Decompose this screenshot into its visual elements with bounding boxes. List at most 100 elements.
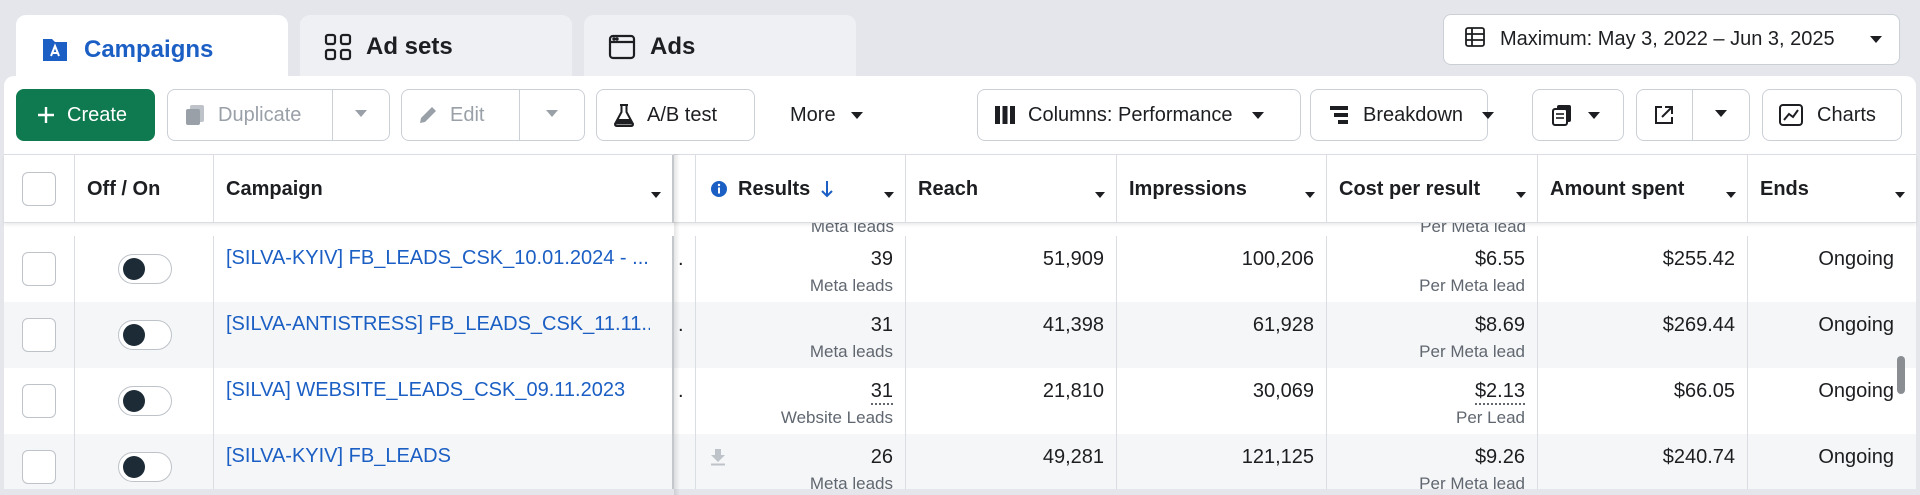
peek-cost-sub: Per Meta lead xyxy=(1420,223,1526,236)
header-impressions[interactable]: Impressions xyxy=(1117,155,1327,223)
ad-window-icon xyxy=(608,33,636,61)
tab-campaigns[interactable]: Campaigns xyxy=(16,15,288,85)
table-row[interactable]: [SILVA-KYIV] FB_LEADS 26 Meta leads 49,28… xyxy=(4,434,1916,495)
campaign-toggle[interactable] xyxy=(118,320,172,350)
charts-label: Charts xyxy=(1817,103,1876,126)
vertical-scrollbar[interactable] xyxy=(1897,356,1905,394)
chevron-down-icon xyxy=(883,183,895,206)
duplicate-label: Duplicate xyxy=(218,103,302,126)
reports-button[interactable] xyxy=(1532,89,1624,141)
results-sub: Website Leads xyxy=(780,408,893,427)
cost-value: $6.55 xyxy=(1474,248,1525,270)
columns-icon xyxy=(994,105,1016,125)
select-all-checkbox[interactable] xyxy=(22,172,56,206)
header-amount-spent-label: Amount spent xyxy=(1550,177,1685,200)
toolbar: Create Duplicate Edit A/B test More xyxy=(4,76,1916,154)
table-row[interactable]: [SILVA-KYIV] FB_LEADS_CSK_10.01.2024 - .… xyxy=(4,236,1916,302)
reports-icon xyxy=(1551,104,1573,126)
tab-ad-sets[interactable]: Ad sets xyxy=(300,15,572,79)
export-button[interactable] xyxy=(1637,90,1693,140)
row-checkbox[interactable] xyxy=(22,384,56,418)
campaign-toggle[interactable] xyxy=(118,452,172,482)
cost-value: $9.26 xyxy=(1474,446,1525,468)
beaker-icon xyxy=(613,103,635,127)
edit-split-button: Edit xyxy=(401,89,585,141)
header-amount-spent[interactable]: Amount spent xyxy=(1538,155,1748,223)
results-sub: Meta leads xyxy=(809,276,893,295)
calendar-table-icon xyxy=(1464,26,1486,54)
impressions-value: 100,206 xyxy=(1241,248,1314,270)
pencil-icon xyxy=(418,105,438,125)
cost-sub: Per Meta lead xyxy=(1419,342,1525,361)
bottom-edge xyxy=(0,489,1920,495)
campaign-toggle[interactable] xyxy=(118,386,172,416)
duplicate-dropdown[interactable] xyxy=(333,90,389,140)
reach-value: 41,398 xyxy=(1042,314,1104,336)
download-icon[interactable] xyxy=(710,448,726,466)
ends-value: Ongoing xyxy=(1818,446,1894,468)
columns-label: Columns: Performance xyxy=(1028,103,1233,126)
chevron-down-icon xyxy=(1869,28,1883,51)
ends-value: Ongoing xyxy=(1818,248,1894,270)
campaign-toggle[interactable] xyxy=(118,254,172,284)
spent-value: $240.74 xyxy=(1662,446,1735,468)
create-button[interactable]: Create xyxy=(16,89,155,141)
header-ends[interactable]: Ends xyxy=(1748,155,1916,223)
cost-value: $8.69 xyxy=(1474,314,1525,336)
duplicate-icon xyxy=(184,104,206,126)
reach-value: 51,909 xyxy=(1042,248,1104,270)
header-results[interactable]: Results xyxy=(696,155,906,223)
duplicate-button[interactable]: Duplicate xyxy=(168,90,333,140)
table-row[interactable]: [SILVA] WEBSITE_LEADS_CSK_09.11.2023 . 3… xyxy=(4,368,1916,434)
header-reach[interactable]: Reach xyxy=(906,155,1117,223)
chart-line-icon xyxy=(1779,104,1803,126)
chevron-down-icon xyxy=(1725,183,1737,206)
chevron-down-icon xyxy=(1481,104,1495,127)
export-split-button xyxy=(1636,89,1750,141)
tab-ads[interactable]: Ads xyxy=(584,15,856,79)
campaign-name-link[interactable]: [SILVA-KYIV] FB_LEADS_CSK_10.01.2024 - .… xyxy=(226,247,649,269)
edit-button[interactable]: Edit xyxy=(402,90,520,140)
results-sub: Meta leads xyxy=(809,342,893,361)
tab-ads-label: Ads xyxy=(650,33,696,60)
header-off-on[interactable]: Off / On xyxy=(75,155,214,223)
cost-sub: Per Lead xyxy=(1456,408,1525,427)
charts-button[interactable]: Charts xyxy=(1762,89,1902,141)
row-checkbox[interactable] xyxy=(22,450,56,484)
chevron-down-icon xyxy=(1515,183,1527,206)
date-range-label: Maximum: May 3, 2022 – Jun 3, 2025 xyxy=(1500,28,1835,50)
table-row[interactable]: [SILVA-ANTISTRESS] FB_LEADS_CSK_11.11...… xyxy=(4,302,1916,368)
ab-test-button[interactable]: A/B test xyxy=(596,89,755,141)
chevron-down-icon xyxy=(1094,183,1106,206)
spent-value: $269.44 xyxy=(1662,314,1735,336)
chevron-down-icon xyxy=(850,104,864,127)
results-value[interactable]: 31 xyxy=(870,380,893,405)
campaign-name-link[interactable]: [SILVA-ANTISTRESS] FB_LEADS_CSK_11.11...… xyxy=(226,313,650,335)
row-checkbox[interactable] xyxy=(22,318,56,352)
header-reach-label: Reach xyxy=(918,177,979,200)
breakdown-button[interactable]: Breakdown xyxy=(1310,89,1495,141)
cost-value[interactable]: $2.13 xyxy=(1474,380,1525,405)
grid-icon xyxy=(324,33,352,61)
impressions-value: 121,125 xyxy=(1241,446,1314,468)
date-range-picker[interactable]: Maximum: May 3, 2022 – Jun 3, 2025 xyxy=(1443,14,1900,65)
campaign-name-link[interactable]: [SILVA] WEBSITE_LEADS_CSK_09.11.2023 xyxy=(226,379,626,401)
header-campaign[interactable]: Campaign xyxy=(214,155,674,223)
campaign-name-link[interactable]: [SILVA-KYIV] FB_LEADS xyxy=(226,445,451,467)
breakdown-label: Breakdown xyxy=(1363,103,1464,126)
more-label: More xyxy=(790,103,836,126)
campaigns-panel: Create Duplicate Edit A/B test More xyxy=(4,76,1916,495)
ends-value: Ongoing xyxy=(1818,314,1894,336)
columns-button[interactable]: Columns: Performance xyxy=(977,89,1301,141)
table-header: Off / On Campaign Results Reach Impressi… xyxy=(4,154,1916,223)
header-cost-per-result[interactable]: Cost per result xyxy=(1327,155,1538,223)
export-dropdown[interactable] xyxy=(1693,90,1749,140)
chevron-down-icon xyxy=(1587,104,1601,127)
edit-dropdown[interactable] xyxy=(520,90,584,140)
chevron-down-icon xyxy=(650,183,662,206)
more-button[interactable]: More xyxy=(770,89,894,141)
create-label: Create xyxy=(67,103,128,126)
row-checkbox[interactable] xyxy=(22,252,56,286)
peek-results-sub: Meta leads xyxy=(810,223,894,236)
chevron-down-icon xyxy=(1714,106,1728,124)
